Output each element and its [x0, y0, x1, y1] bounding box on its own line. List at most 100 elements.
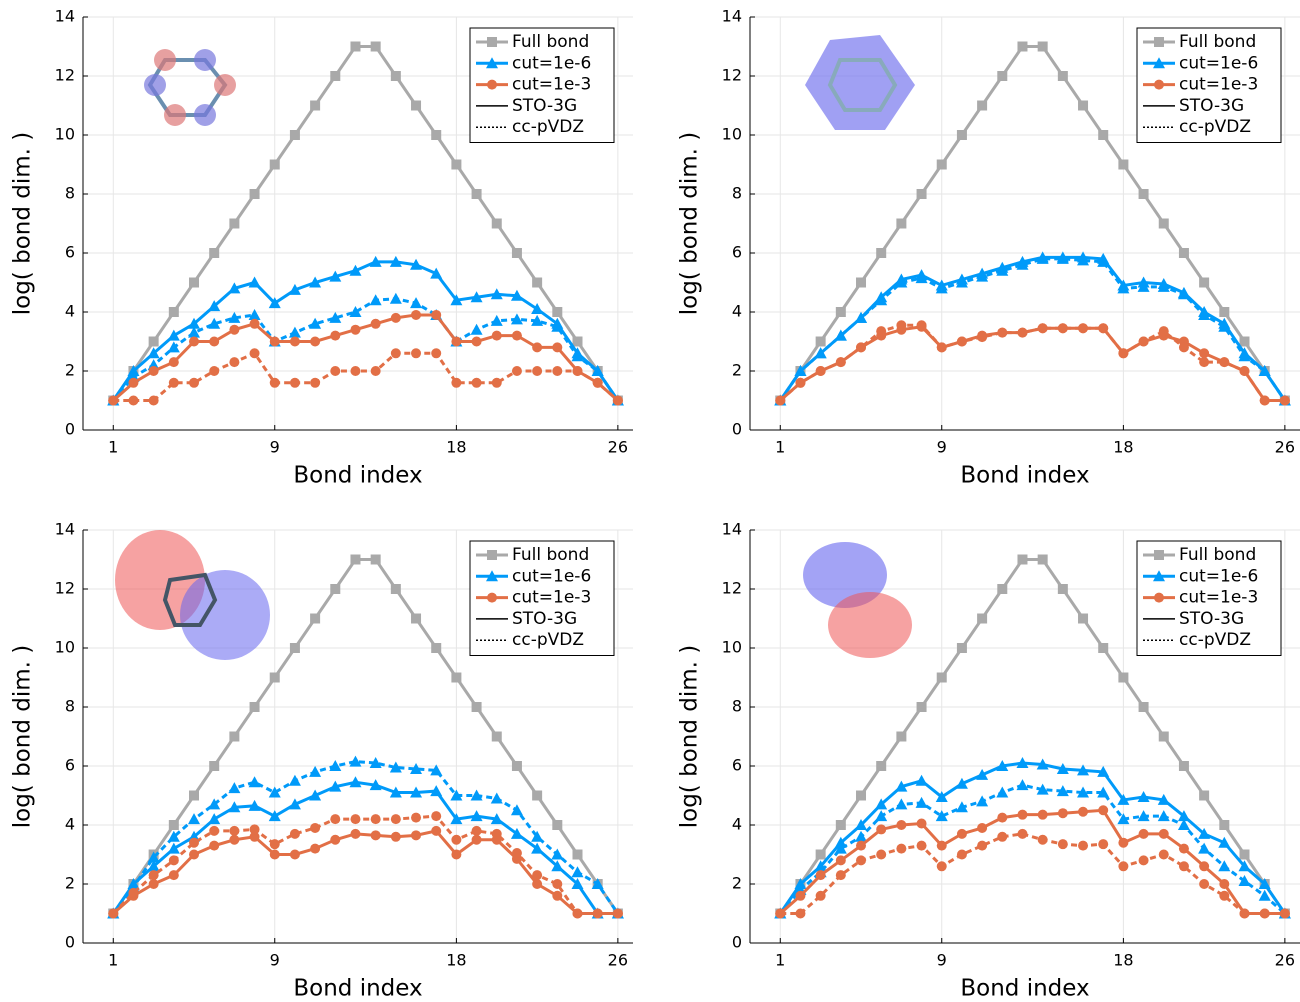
marker [1016, 757, 1029, 769]
marker [310, 843, 321, 854]
marker [552, 307, 563, 317]
marker [794, 365, 807, 376]
marker [1279, 395, 1290, 406]
marker [1077, 786, 1090, 798]
marker [1258, 889, 1271, 901]
marker [876, 849, 887, 860]
marker [936, 672, 947, 683]
marker [876, 326, 887, 337]
marker [814, 347, 827, 359]
marker [571, 350, 584, 362]
marker [1219, 357, 1230, 368]
legend-label: cut=1e-6 [1179, 53, 1258, 73]
marker [976, 768, 989, 780]
marker [188, 813, 201, 825]
marker [1016, 779, 1029, 791]
marker [511, 848, 522, 859]
marker [431, 811, 442, 822]
marker [451, 849, 462, 860]
marker [835, 855, 846, 866]
marker [997, 812, 1008, 823]
marker [330, 366, 341, 376]
x-axis-label: Bond index [293, 976, 422, 1002]
marker [955, 801, 968, 813]
marker [1098, 130, 1109, 140]
marker [532, 879, 543, 889]
marker [856, 790, 867, 801]
marker [491, 828, 502, 839]
marker [168, 820, 179, 830]
marker [491, 218, 502, 229]
marker [936, 342, 947, 353]
marker [209, 840, 220, 851]
marker [977, 332, 988, 343]
marker [390, 348, 401, 359]
marker [511, 248, 522, 258]
marker [1239, 908, 1250, 919]
marker [532, 366, 543, 376]
marker [490, 314, 503, 326]
marker [510, 289, 523, 301]
series-line [112, 829, 618, 915]
marker [471, 825, 482, 836]
marker [1178, 761, 1189, 771]
marker [835, 820, 846, 830]
marker [490, 813, 503, 825]
marker [1238, 860, 1251, 872]
marker [350, 324, 361, 335]
marker [369, 757, 382, 769]
marker [486, 57, 498, 69]
marker [410, 786, 423, 798]
marker [389, 292, 402, 304]
marker [1154, 37, 1164, 47]
marker [977, 840, 988, 851]
y-axis-label: log( bond dim. ) [677, 132, 703, 316]
marker [209, 366, 220, 376]
marker [1157, 280, 1170, 292]
x-tick-label: 1 [108, 438, 118, 457]
marker [1177, 810, 1190, 822]
marker [531, 303, 544, 315]
y-tick-label: 8 [732, 697, 742, 716]
panel: 0 2 4 6 8 10 12 14 1 9 18 26 Bond index log( bond dim… [677, 520, 1300, 1002]
marker [148, 879, 159, 889]
marker [1037, 554, 1048, 565]
marker [552, 890, 563, 901]
marker [451, 336, 462, 347]
marker [1118, 837, 1129, 848]
y-tick-label: 2 [732, 361, 742, 380]
marker [875, 798, 888, 810]
marker [1198, 827, 1211, 839]
x-tick-label: 26 [608, 951, 628, 970]
marker [1016, 258, 1029, 270]
marker [370, 318, 381, 329]
marker [491, 377, 502, 388]
marker [148, 395, 159, 406]
molecule [164, 104, 186, 126]
marker [1178, 861, 1189, 872]
marker [815, 890, 826, 901]
marker [209, 248, 220, 258]
marker [936, 159, 947, 170]
marker [249, 702, 260, 712]
marker [208, 798, 221, 810]
marker [1037, 41, 1048, 52]
marker [1198, 308, 1211, 320]
marker [835, 357, 846, 368]
marker [956, 130, 967, 140]
marker [288, 326, 301, 338]
marker [411, 812, 422, 823]
marker [208, 317, 221, 329]
marker [571, 878, 584, 889]
marker [775, 395, 786, 406]
y-axis-label: log( bond dim. ) [10, 132, 36, 316]
series-line [112, 760, 620, 915]
marker [795, 890, 806, 901]
marker [1154, 79, 1164, 90]
marker [1258, 878, 1271, 889]
y-tick-label: 8 [65, 184, 75, 203]
marker [471, 336, 482, 347]
marker [1057, 839, 1068, 850]
marker [834, 842, 847, 854]
